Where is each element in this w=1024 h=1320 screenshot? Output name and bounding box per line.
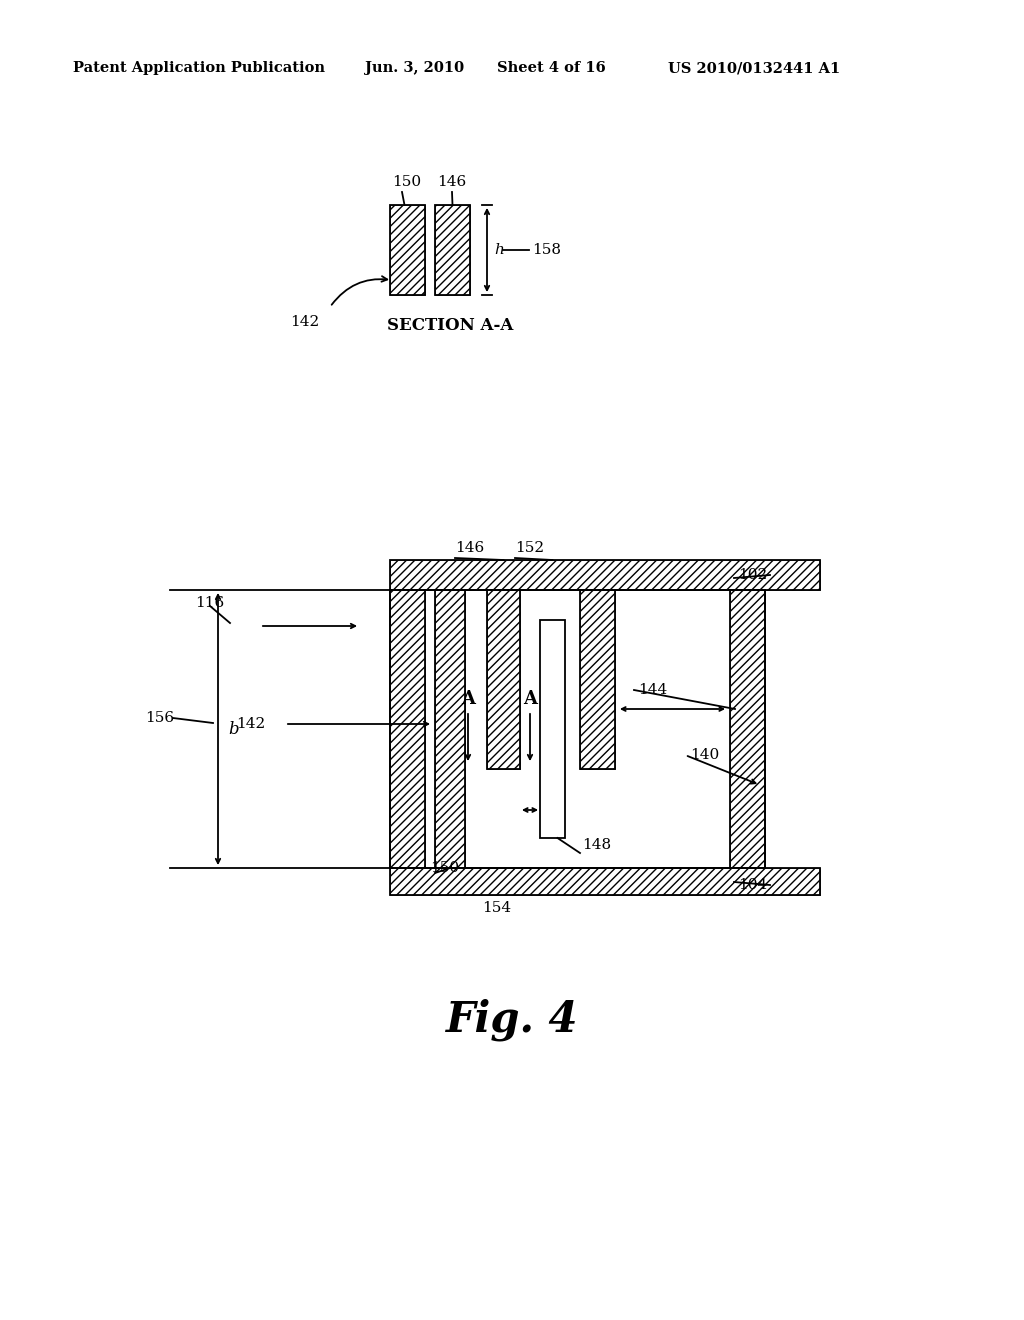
Text: 140: 140 [690, 748, 719, 762]
Bar [487, 590, 520, 770]
Bar [730, 590, 765, 869]
Bar [390, 869, 820, 895]
Bar [730, 590, 765, 869]
Text: 146: 146 [437, 176, 467, 189]
Text: 158: 158 [532, 243, 561, 257]
Text: Fig. 4: Fig. 4 [445, 999, 579, 1041]
Text: 116: 116 [195, 597, 224, 610]
Text: US 2010/0132441 A1: US 2010/0132441 A1 [668, 61, 841, 75]
Text: 146: 146 [455, 541, 484, 554]
Bar [540, 620, 565, 838]
Bar [487, 590, 520, 770]
Bar [435, 590, 465, 869]
Bar [390, 205, 425, 294]
Text: A: A [461, 690, 475, 708]
Text: 156: 156 [145, 711, 174, 725]
Bar [435, 205, 470, 294]
Text: 150: 150 [392, 176, 422, 189]
Text: Sheet 4 of 16: Sheet 4 of 16 [497, 61, 606, 75]
Text: 152: 152 [515, 541, 544, 554]
Bar [390, 205, 425, 294]
Bar [390, 590, 425, 869]
Bar [580, 590, 615, 770]
Text: b: b [228, 721, 239, 738]
Text: SECTION A-A: SECTION A-A [387, 317, 513, 334]
Text: 144: 144 [638, 682, 668, 697]
Text: 148: 148 [582, 838, 611, 851]
Bar [435, 205, 470, 294]
Text: 142: 142 [236, 717, 265, 731]
Text: 154: 154 [482, 902, 512, 915]
Text: h: h [494, 243, 504, 257]
Text: A: A [523, 690, 537, 708]
Bar [390, 590, 425, 869]
Text: 102: 102 [738, 568, 767, 582]
Text: Patent Application Publication: Patent Application Publication [73, 61, 325, 75]
Bar [390, 560, 820, 590]
Bar [390, 869, 820, 895]
Bar [390, 560, 820, 590]
Text: 142: 142 [291, 315, 319, 329]
Text: 150: 150 [430, 861, 459, 875]
Text: Jun. 3, 2010: Jun. 3, 2010 [365, 61, 464, 75]
Text: 104: 104 [738, 878, 767, 892]
Bar [435, 590, 465, 869]
Bar [580, 590, 615, 770]
